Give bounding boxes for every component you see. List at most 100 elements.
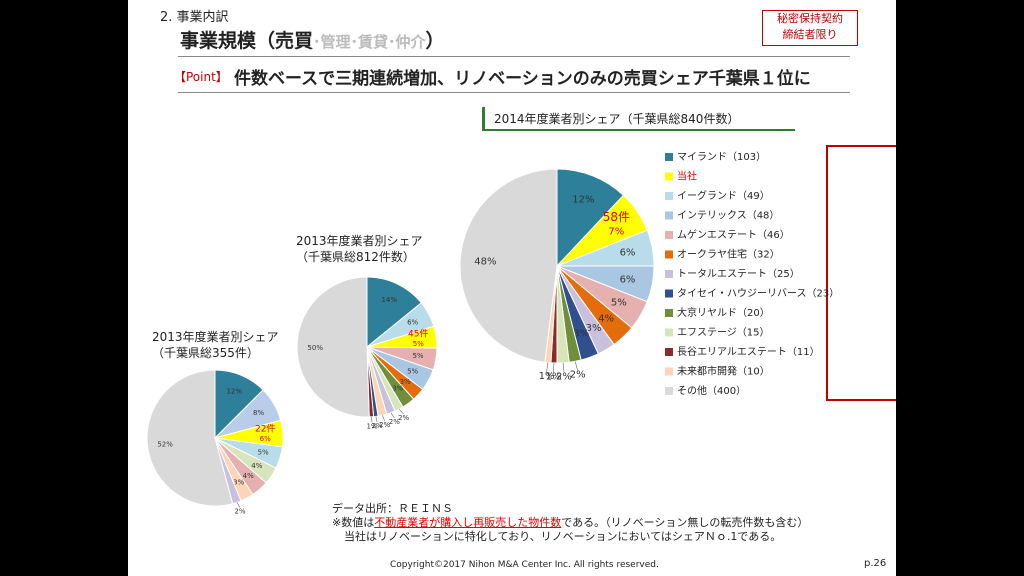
stamp-line: 締結者限り	[782, 28, 838, 41]
stamp-line: 秘密保持契約	[777, 12, 843, 25]
title-main: 事業規模（売買	[180, 30, 314, 52]
slice-label: 5%	[258, 449, 269, 457]
slice-label: 2%	[556, 371, 572, 382]
slice-label: 1%	[539, 371, 555, 382]
pie-slice	[146, 369, 234, 507]
legend-label: 長谷エリアルエステート（11）	[677, 346, 820, 358]
legend-swatch	[665, 387, 673, 395]
pie-slice	[459, 168, 558, 363]
slice-label: 5%	[413, 340, 424, 348]
slice-label: 1%	[546, 372, 562, 383]
copyright: Copyright©2017 Nihon M&A Center Inc. All…	[390, 560, 659, 570]
point-text: 件数ベースで三期連続増加、リノベーションのみの売買シェア千葉県１位に	[234, 69, 811, 89]
note-red: 不動産業者が購入し再販売した物件数	[374, 516, 562, 529]
slice-label: 3%	[233, 478, 244, 486]
legend-swatch	[665, 211, 673, 220]
legend-label: タイセイ・ハウジーリバース（23）	[677, 288, 839, 300]
chart3-title: 2014年度業者別シェア（千葉県総840件数）	[494, 112, 740, 126]
count-label: 45件	[408, 328, 428, 340]
pie-slice	[556, 168, 625, 268]
legend-label: イーグランド（49）	[677, 189, 770, 202]
leader-line	[382, 415, 385, 421]
slice-label: 12%	[572, 194, 594, 205]
slice-label: 5%	[407, 367, 418, 375]
legend-swatch	[665, 367, 673, 376]
note-pre: ※数値は	[332, 516, 375, 529]
leader-line	[574, 361, 579, 371]
pie-slice	[366, 276, 423, 349]
charts: 12%8%6%22件5%4%4%3%2%52%14%6%5%45件5%5%3%3…	[146, 151, 839, 515]
slice-label: 6%	[620, 274, 636, 285]
legend-swatch	[665, 192, 673, 200]
leader-line	[562, 362, 565, 373]
slice-label: 3%	[573, 329, 589, 340]
chart3-title-frame	[482, 107, 795, 131]
legend-swatch	[665, 348, 673, 356]
leader-line	[398, 409, 404, 415]
slice-label: 1%	[367, 423, 378, 431]
legend-swatch	[665, 153, 673, 161]
title-gray: ･管理･賃貸･仲介	[313, 33, 426, 51]
legend-swatch	[665, 289, 673, 298]
leader-line	[236, 502, 241, 508]
slice-label: 6%	[620, 248, 636, 259]
slice-label: 4%	[598, 313, 614, 324]
chart1-title: 2013年度業者別シェア	[152, 330, 279, 344]
slice-label: 5%	[412, 352, 423, 360]
slice-label: 8%	[253, 409, 264, 417]
slice-label: 6%	[260, 435, 271, 443]
slice-label: 4%	[243, 472, 254, 480]
legend-label: エフステージ（15）	[677, 327, 770, 339]
legend-label: ムゲンエステート（46）	[677, 229, 790, 241]
slice-label: 3%	[392, 385, 403, 393]
legend-label: トータルエステート（25）	[677, 268, 800, 280]
chart2-title: 2013年度業者別シェア	[296, 234, 423, 248]
count-label: 58件	[603, 210, 630, 224]
legend-label: その他（400）	[677, 384, 746, 397]
slide: 2. 事業内訳 事業規模（売買･管理･賃貸･仲介） 秘密保持契約 締結者限り 【…	[128, 0, 896, 576]
source: データ出所：ＲＥＩＮＳ	[332, 502, 453, 515]
slice-label: 2%	[379, 421, 390, 429]
legend-swatch	[665, 172, 673, 181]
red-box	[826, 145, 896, 401]
leader-line	[546, 362, 549, 373]
slice-label: 3%	[399, 378, 410, 386]
legend-label: オークラヤ住宅（32）	[677, 248, 780, 261]
legend-label: インテリックス（48）	[677, 210, 779, 222]
slice-label: 2%	[389, 418, 400, 426]
rule	[178, 56, 850, 57]
legend-label: 大京リヤルド（20）	[677, 306, 770, 319]
slice-label: 12%	[226, 388, 242, 396]
point-tag: 【Point】	[174, 70, 228, 84]
slice-label: 50%	[307, 344, 323, 352]
note2: 当社はリノベーションに特化しており、リノベーションにおいてはシェアＮｏ.1である…	[344, 530, 782, 543]
note-post: である。（リノベーション無しの転売件数も含む）	[561, 516, 809, 529]
legend-swatch	[665, 270, 673, 278]
slice-label: 5%	[611, 298, 627, 309]
leader-line	[371, 416, 373, 423]
chart1-subtitle: （千葉県総355件）	[152, 346, 259, 360]
leader-line	[375, 416, 378, 423]
page-number: p.26	[864, 558, 887, 569]
slice-label: 2%	[570, 370, 586, 381]
slice-label: 2%	[398, 414, 409, 422]
chart2-subtitle: （千葉県総812件数）	[296, 250, 415, 264]
legend-label: マイランド（103）	[677, 151, 766, 163]
slice-label: 4%	[251, 462, 262, 470]
rule	[178, 92, 850, 93]
legend-swatch	[665, 250, 673, 259]
legend-swatch	[665, 328, 673, 337]
slice-label: 48%	[474, 256, 496, 267]
section: 2. 事業内訳	[160, 10, 229, 25]
slice-label: 2%	[372, 422, 383, 430]
note: ※数値は不動産業者が購入し再販売した物件数である。（リノベーション無しの転売件数…	[332, 514, 808, 530]
leader-line	[390, 412, 395, 419]
pie-slice	[296, 276, 370, 418]
count-label: 22件	[255, 423, 275, 435]
stamp: 秘密保持契約 締結者限り	[762, 10, 858, 46]
legend-swatch	[665, 309, 673, 317]
legend-label: 未来都市開発（10）	[677, 365, 770, 378]
slice-label: 3%	[586, 323, 602, 334]
title-end: ）	[425, 30, 445, 52]
